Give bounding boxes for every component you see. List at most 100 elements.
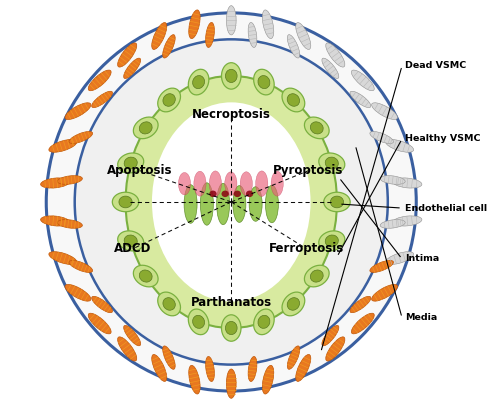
Ellipse shape (134, 117, 158, 139)
Ellipse shape (254, 309, 274, 335)
Ellipse shape (254, 69, 274, 95)
Ellipse shape (162, 346, 175, 369)
Ellipse shape (58, 176, 82, 184)
Ellipse shape (248, 22, 257, 47)
Ellipse shape (304, 265, 329, 287)
Ellipse shape (266, 185, 278, 223)
Ellipse shape (92, 296, 112, 313)
Ellipse shape (163, 298, 175, 310)
Text: Parthanatos: Parthanatos (190, 296, 272, 309)
Ellipse shape (288, 35, 300, 58)
Ellipse shape (118, 231, 144, 251)
Ellipse shape (372, 284, 398, 301)
Ellipse shape (216, 183, 230, 225)
Ellipse shape (350, 91, 371, 108)
Ellipse shape (40, 216, 70, 226)
Ellipse shape (189, 365, 200, 394)
Ellipse shape (287, 298, 300, 310)
Ellipse shape (124, 326, 140, 346)
Ellipse shape (65, 103, 91, 120)
Ellipse shape (370, 131, 394, 144)
Ellipse shape (262, 365, 274, 394)
Ellipse shape (224, 172, 237, 195)
Ellipse shape (330, 196, 344, 208)
Ellipse shape (152, 102, 310, 302)
Ellipse shape (326, 43, 345, 67)
Ellipse shape (163, 94, 175, 106)
Ellipse shape (188, 309, 209, 335)
Ellipse shape (134, 265, 158, 287)
Ellipse shape (124, 235, 138, 247)
Text: ADCD: ADCD (114, 242, 152, 255)
Ellipse shape (287, 94, 300, 106)
Ellipse shape (88, 313, 111, 334)
Ellipse shape (258, 315, 270, 328)
Ellipse shape (222, 315, 241, 341)
Ellipse shape (233, 186, 246, 222)
Ellipse shape (370, 260, 394, 273)
Ellipse shape (140, 122, 152, 134)
Ellipse shape (210, 171, 222, 196)
Ellipse shape (112, 192, 138, 212)
Ellipse shape (322, 58, 339, 78)
Text: Apoptosis: Apoptosis (107, 164, 172, 177)
Ellipse shape (162, 35, 175, 58)
Ellipse shape (210, 191, 216, 197)
Ellipse shape (256, 171, 268, 196)
Ellipse shape (49, 140, 77, 152)
Ellipse shape (158, 88, 180, 112)
Ellipse shape (226, 69, 237, 82)
Ellipse shape (240, 172, 252, 195)
Ellipse shape (119, 196, 132, 208)
Ellipse shape (326, 337, 345, 361)
Ellipse shape (288, 346, 300, 369)
Ellipse shape (262, 10, 274, 39)
Ellipse shape (282, 88, 305, 112)
Ellipse shape (152, 355, 167, 381)
Text: Healthy VSMC: Healthy VSMC (405, 135, 480, 144)
Ellipse shape (386, 252, 413, 264)
Ellipse shape (310, 122, 323, 134)
Ellipse shape (58, 220, 82, 228)
Ellipse shape (393, 178, 422, 188)
Ellipse shape (222, 191, 229, 197)
Ellipse shape (222, 63, 241, 89)
Ellipse shape (189, 10, 200, 39)
Ellipse shape (206, 22, 214, 47)
Ellipse shape (140, 270, 152, 282)
Text: Ferroptosis: Ferroptosis (269, 242, 344, 255)
Ellipse shape (234, 191, 241, 197)
Text: Dead VSMC: Dead VSMC (405, 61, 466, 70)
Ellipse shape (249, 187, 262, 221)
Ellipse shape (324, 192, 350, 212)
Ellipse shape (124, 58, 140, 78)
Ellipse shape (46, 13, 416, 391)
Ellipse shape (226, 322, 237, 335)
Ellipse shape (200, 183, 213, 225)
Ellipse shape (380, 176, 405, 184)
Text: Pyroptosis: Pyroptosis (274, 164, 344, 177)
Text: Intima: Intima (405, 255, 439, 264)
Ellipse shape (380, 220, 405, 228)
Ellipse shape (226, 6, 236, 35)
Ellipse shape (372, 103, 398, 120)
Ellipse shape (248, 357, 257, 381)
Ellipse shape (69, 260, 92, 273)
Ellipse shape (325, 157, 338, 169)
Ellipse shape (158, 292, 180, 316)
Ellipse shape (304, 117, 329, 139)
Ellipse shape (296, 355, 311, 381)
Ellipse shape (271, 171, 283, 196)
Text: Endothelial cell: Endothelial cell (405, 204, 487, 213)
Ellipse shape (74, 39, 388, 365)
Ellipse shape (118, 153, 144, 173)
Text: Media: Media (405, 313, 437, 322)
Ellipse shape (192, 315, 204, 328)
Ellipse shape (246, 191, 253, 197)
Ellipse shape (88, 70, 111, 91)
Ellipse shape (188, 69, 209, 95)
Ellipse shape (226, 369, 236, 398)
Ellipse shape (40, 178, 70, 188)
Ellipse shape (206, 357, 214, 381)
Ellipse shape (178, 173, 190, 195)
